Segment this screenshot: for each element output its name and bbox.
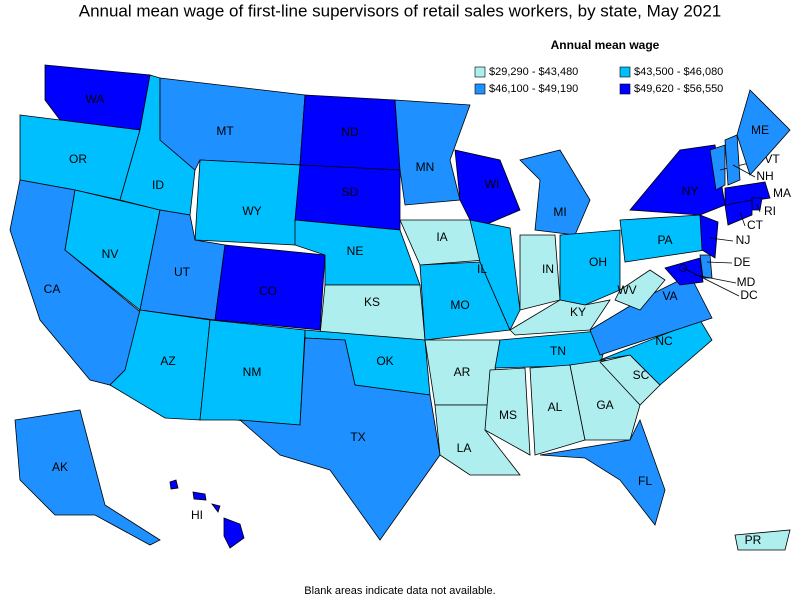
state-shape — [194, 159, 301, 246]
legend-title: Annual mean wage — [551, 38, 660, 52]
state-label: NV — [102, 247, 119, 261]
leader-line — [682, 267, 740, 297]
state-label: LA — [457, 441, 472, 455]
state-shape — [484, 367, 531, 456]
state-label: NM — [243, 365, 262, 379]
state-shape — [211, 503, 221, 513]
legend-swatch — [619, 66, 631, 78]
legend-label: $43,500 - $46,080 — [634, 66, 723, 78]
leader-line — [739, 211, 746, 227]
footnote: Blank areas indicate data not available. — [304, 585, 495, 597]
state-label: IA — [436, 230, 447, 244]
state-shape — [238, 337, 441, 541]
state-label: VA — [662, 289, 677, 303]
leader-line — [694, 274, 737, 284]
state-label: MO — [450, 298, 469, 312]
legend-label: $49,620 - $56,550 — [634, 83, 723, 95]
state-label: MT — [216, 124, 234, 138]
leader-line — [709, 237, 734, 242]
state-label: AK — [52, 460, 68, 474]
state-shape — [169, 479, 179, 490]
state-label: MI — [553, 205, 566, 219]
state-label: NH — [756, 169, 773, 183]
legend-swatch — [619, 83, 631, 95]
state-label: ND — [341, 125, 359, 139]
state-label: MN — [416, 160, 435, 174]
leader-line — [706, 261, 733, 264]
state-shape — [699, 214, 719, 259]
state-label: WA — [86, 92, 105, 106]
state-shape — [469, 219, 521, 331]
legend-label: $29,290 - $43,480 — [489, 66, 578, 78]
state-label: HI — [191, 508, 203, 522]
state-label: IN — [542, 262, 554, 276]
state-label: OK — [376, 354, 393, 368]
state-label: TN — [550, 344, 566, 358]
state-shape — [569, 359, 641, 441]
state-shape — [319, 284, 426, 341]
state-label: ID — [152, 178, 164, 192]
state-shape — [214, 244, 326, 331]
state-label: SD — [342, 185, 359, 199]
state-label: WY — [242, 204, 261, 218]
state-shape — [724, 134, 741, 186]
state-label: MA — [773, 186, 791, 200]
state-shape — [734, 529, 791, 551]
state-label: IL — [477, 262, 487, 276]
state-label: KY — [570, 305, 586, 319]
state-label: UT — [174, 265, 191, 279]
state-label: NY — [682, 184, 699, 198]
state-label: PR — [745, 533, 762, 547]
state-label: AZ — [160, 354, 175, 368]
state-shape — [192, 491, 207, 501]
state-label: WV — [617, 283, 636, 297]
state-label: CA — [44, 282, 61, 296]
state-shape — [223, 517, 245, 549]
state-label: OH — [589, 255, 607, 269]
state-label: VT — [764, 152, 780, 166]
state-shape — [519, 149, 591, 236]
leader-line — [732, 164, 756, 178]
state-label: DC — [740, 288, 758, 302]
state-label: MD — [737, 275, 756, 289]
state-shape — [14, 409, 161, 546]
state-label: FL — [638, 474, 652, 488]
state-shape — [509, 299, 611, 336]
state-shape — [539, 418, 666, 526]
state-label: OR — [69, 152, 87, 166]
state-label: AR — [454, 365, 471, 379]
state-shape — [709, 144, 726, 191]
state-label: WI — [485, 177, 500, 191]
state-label: TX — [350, 430, 365, 444]
state-shape — [614, 269, 666, 311]
state-label: CO — [259, 284, 277, 298]
state-label: AL — [548, 400, 563, 414]
legend-label: $46,100 - $49,190 — [489, 83, 578, 95]
state-shape — [519, 234, 561, 311]
state-label: ME — [751, 123, 769, 137]
state-label: GA — [596, 398, 613, 412]
state-label: KS — [364, 295, 380, 309]
state-label: CT — [747, 218, 764, 232]
state-label: NE — [347, 244, 364, 258]
state-shape — [736, 89, 791, 176]
legend-swatch — [474, 83, 486, 95]
state-label: NC — [655, 334, 673, 348]
state-label: DE — [734, 255, 751, 269]
state-label: SC — [633, 368, 650, 382]
state-label: MS — [499, 408, 517, 422]
state-shape — [724, 199, 753, 226]
state-label: PA — [657, 233, 672, 247]
state-shape — [559, 229, 621, 306]
leader-line — [756, 203, 761, 213]
legend-swatch — [474, 66, 486, 78]
map-title: Annual mean wage of first-line superviso… — [79, 1, 722, 20]
state-label: NJ — [736, 233, 751, 247]
state-label: RI — [764, 204, 776, 218]
